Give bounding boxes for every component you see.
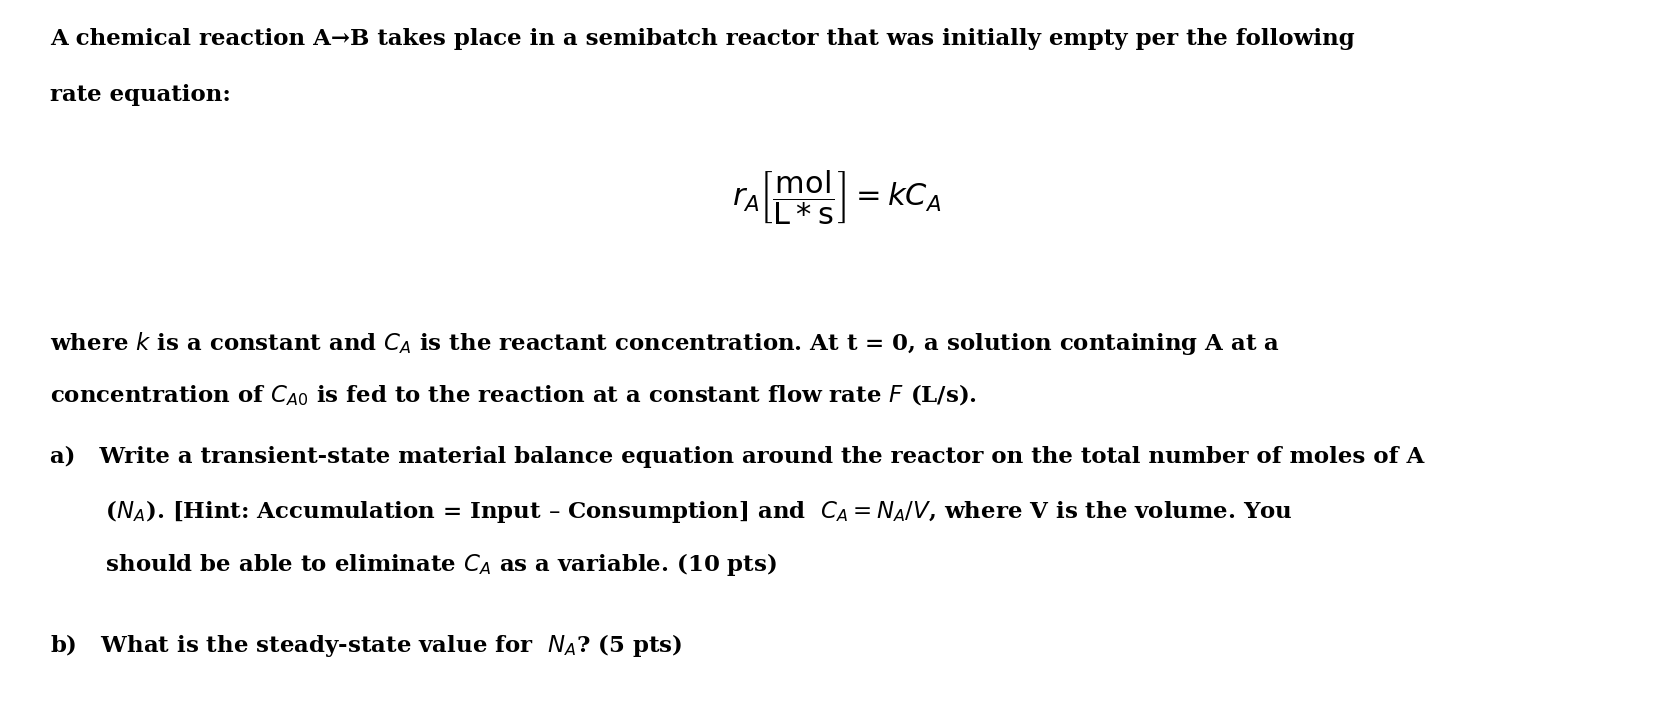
Text: where $k$ is a constant and $C_A$ is the reactant concentration. At t = 0, a sol: where $k$ is a constant and $C_A$ is the… bbox=[50, 330, 1280, 357]
Text: concentration of $C_{A0}$ is fed to the reaction at a constant flow rate $F$ (L/: concentration of $C_{A0}$ is fed to the … bbox=[50, 383, 977, 409]
Text: should be able to eliminate $C_A$ as a variable. (10 pts): should be able to eliminate $C_A$ as a v… bbox=[50, 551, 776, 578]
Text: b)   What is the steady-state value for  $N_A$? (5 pts): b) What is the steady-state value for $N… bbox=[50, 632, 683, 658]
Text: ($N_A$). [Hint: Accumulation = Input – Consumption] and  $C_A = N_A/V$, where V : ($N_A$). [Hint: Accumulation = Input – C… bbox=[50, 498, 1292, 525]
Text: rate equation:: rate equation: bbox=[50, 84, 231, 106]
Text: a)   Write a transient-state material balance equation around the reactor on the: a) Write a transient-state material bala… bbox=[50, 446, 1424, 468]
Text: A chemical reaction A→B takes place in a semibatch reactor that was initially em: A chemical reaction A→B takes place in a… bbox=[50, 28, 1353, 50]
Text: $r_A \left[\dfrac{\mathrm{mol}}{\mathrm{L*s}}\right] = kC_A$: $r_A \left[\dfrac{\mathrm{mol}}{\mathrm{… bbox=[731, 168, 942, 227]
